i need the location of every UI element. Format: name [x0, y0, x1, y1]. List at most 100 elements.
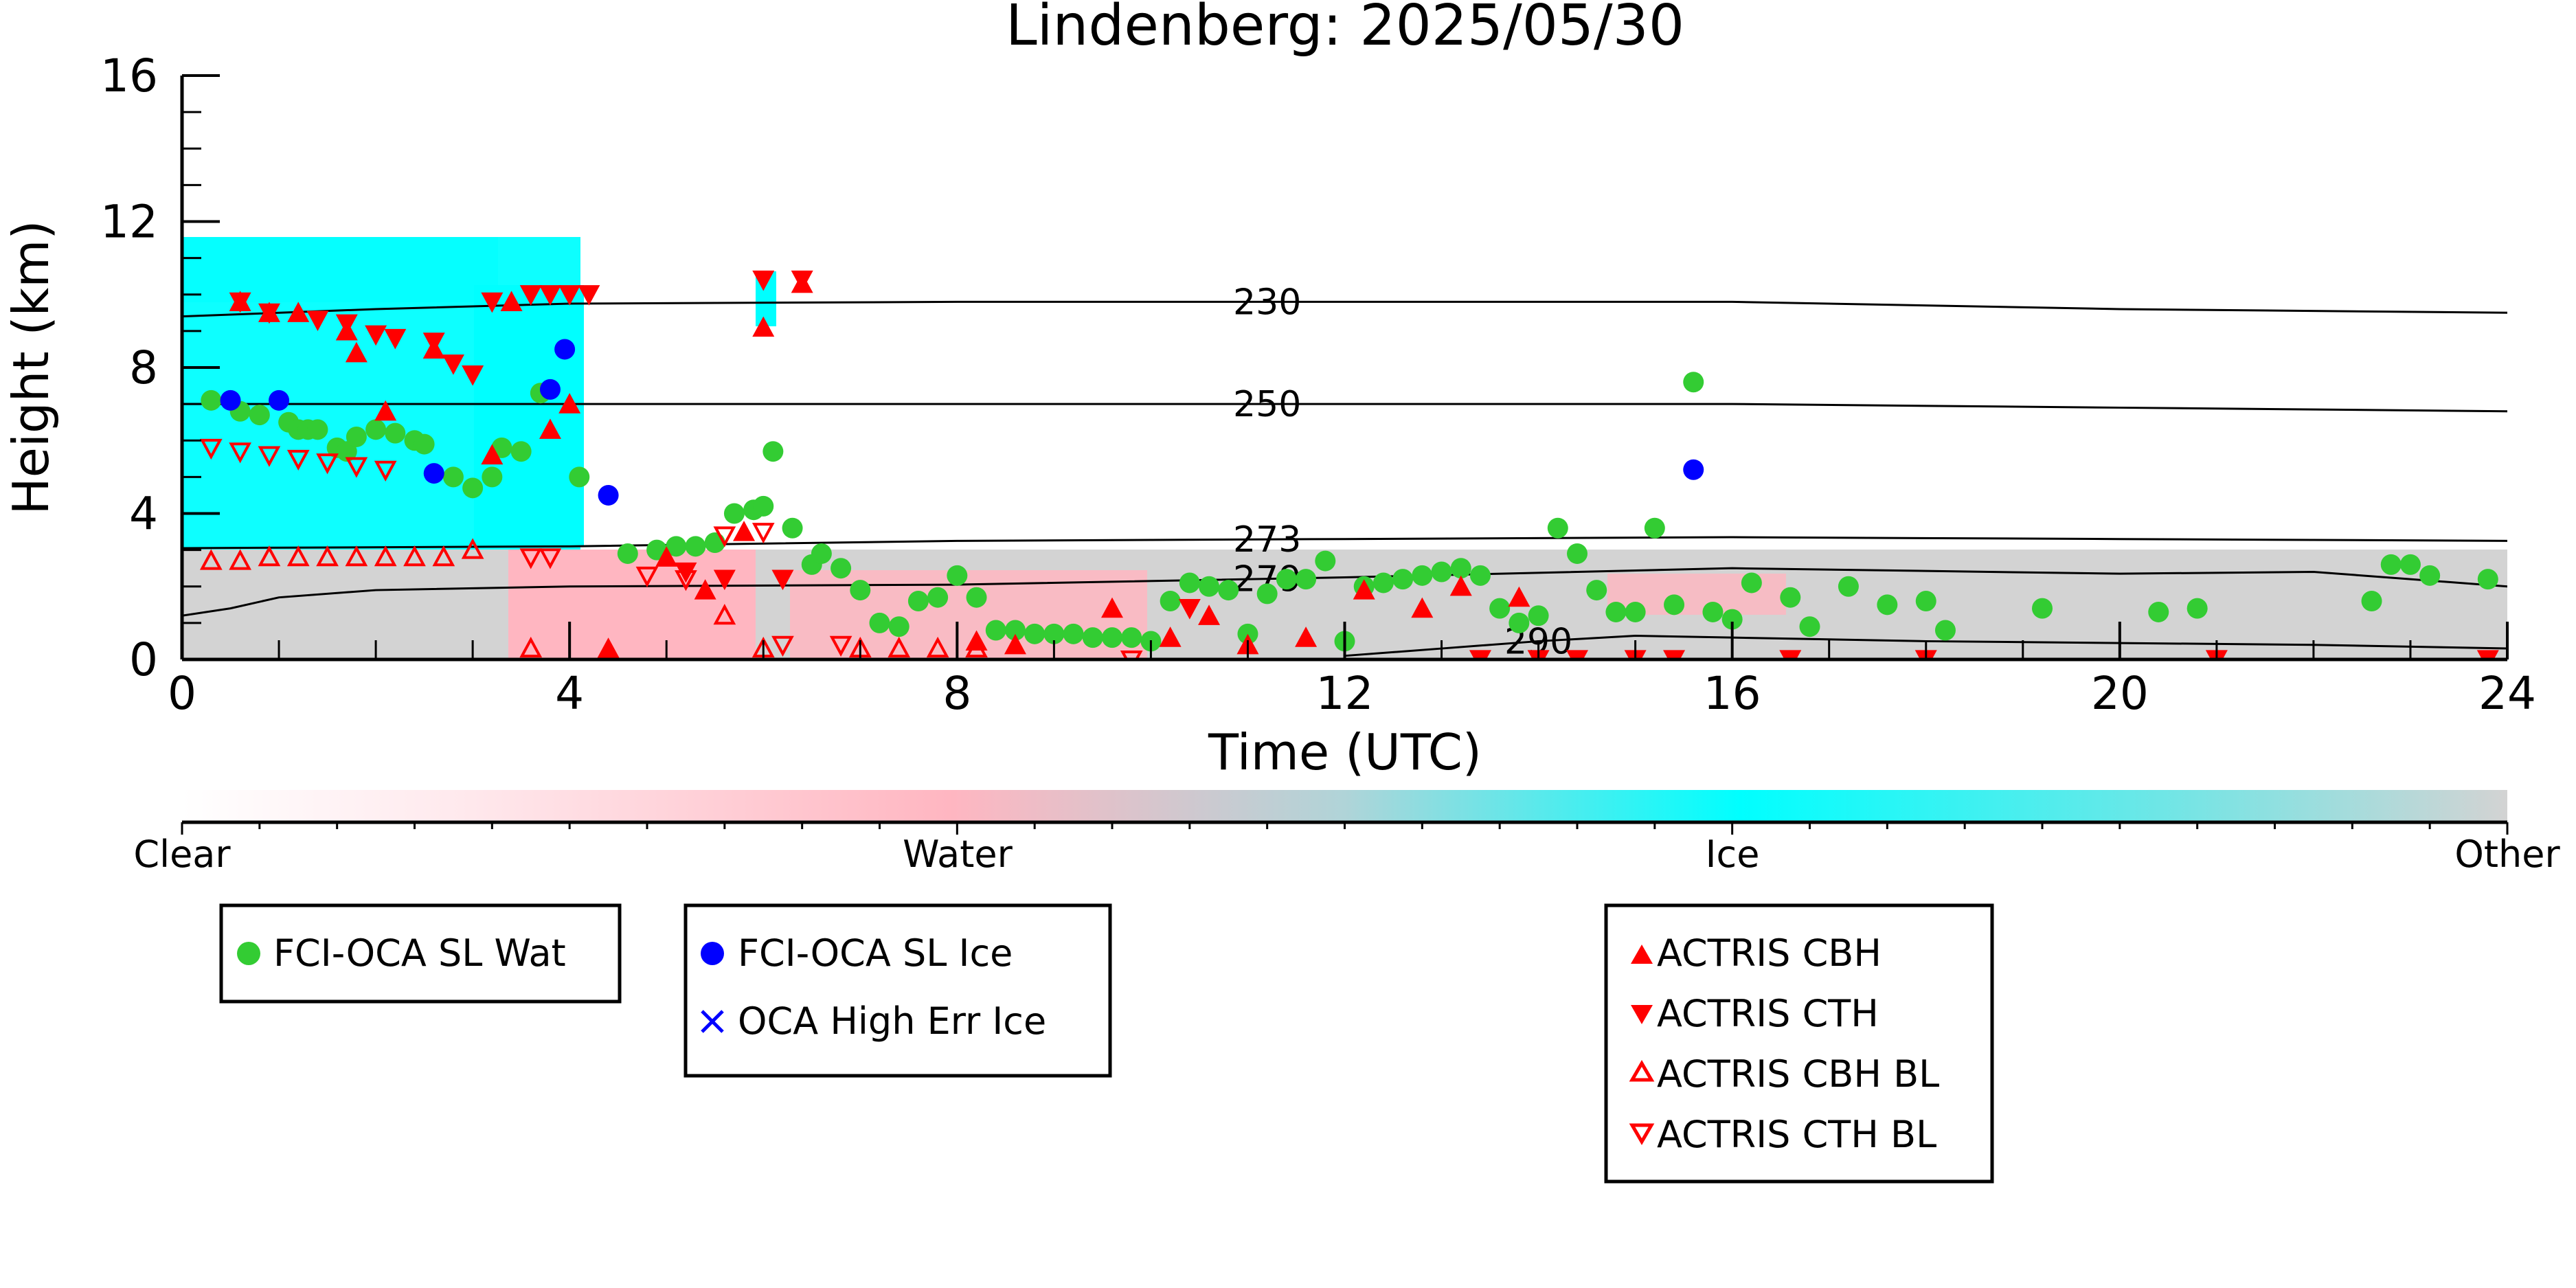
point-fci-oca-sl-wat: [1934, 620, 1956, 641]
point-actris-cbh: [1449, 575, 1472, 596]
point-actris-cth: [1779, 650, 1802, 659]
x-tick-label: 4: [555, 667, 584, 720]
point-fci-oca-sl-wat: [1199, 576, 1220, 597]
point-fci-oca-sl-wat: [201, 389, 222, 411]
point-actris-cbh: [733, 521, 756, 541]
point-actris-cth: [519, 285, 542, 306]
point-actris-cbh: [345, 341, 368, 363]
point-actris-cth-bl: [345, 457, 368, 478]
y-tick-label: 4: [129, 488, 158, 541]
point-fci-oca-sl-wat: [1780, 587, 1801, 608]
point-actris-cth: [713, 569, 736, 591]
x-tick-label: 12: [1316, 667, 1374, 720]
legend-label-cth-bl: ACTRIS CTH BL: [1657, 1113, 1936, 1156]
point-fci-oca-sl-wat: [365, 419, 387, 440]
point-fci-oca-sl-ice: [220, 389, 241, 411]
point-fci-oca-sl-ice: [269, 389, 290, 411]
point-actris-cth-bl: [286, 449, 310, 471]
point-actris-cth-bl: [771, 635, 794, 657]
point-actris-cbh: [1101, 597, 1123, 618]
point-fci-oca-sl-wat: [1644, 517, 1665, 539]
colorbar-ticks: [181, 822, 2509, 835]
y-tick-label: 8: [129, 341, 158, 394]
point-actris-cth: [1178, 599, 1201, 620]
point-actris-cth: [335, 314, 358, 335]
point-fci-oca-sl-wat: [2399, 554, 2421, 575]
legend-label-cth: ACTRIS CTH: [1657, 992, 1879, 1035]
point-fci-oca-sl-wat: [1877, 594, 1898, 615]
y-axis-label: Height (km): [2, 221, 60, 515]
contour-line-273: [182, 536, 2507, 550]
point-fci-oca-sl-wat: [1372, 572, 1394, 594]
point-actris-cth: [365, 325, 387, 346]
point-fci-oca-sl-wat: [1004, 620, 1026, 641]
point-fci-oca-sl-wat: [1256, 583, 1278, 605]
point-actris-cbh-bl: [713, 604, 736, 625]
point-actris-cth: [229, 292, 251, 313]
point-actris-cbh: [481, 444, 504, 465]
point-actris-cth: [462, 365, 484, 386]
point-fci-oca-sl-wat: [2380, 554, 2402, 575]
y-tick-label: 0: [129, 633, 158, 686]
point-actris-cbh: [1004, 633, 1026, 655]
point-fci-oca-sl-wat: [1082, 627, 1103, 648]
point-fci-oca-sl-wat: [1702, 601, 1724, 622]
legend-box-actris: ACTRIS CBH ACTRIS CTH ACTRIS CBH BL ACTR…: [1604, 903, 1994, 1184]
point-actris-cbh-bl: [345, 545, 368, 567]
point-actris-cth-bl: [635, 566, 659, 588]
legend-label-ice: FCI-OCA SL Ice: [738, 931, 1013, 975]
point-fci-oca-sl-wat: [869, 612, 890, 633]
point-actris-cbh: [500, 291, 523, 311]
x-tick-label: 24: [2478, 667, 2536, 720]
point-fci-oca-sl-wat: [2187, 598, 2208, 619]
point-actris-cbh-bl: [286, 545, 310, 567]
point-fci-oca-sl-wat: [385, 422, 406, 444]
point-actris-cth: [1566, 650, 1588, 659]
x-tick-label: 16: [1704, 667, 1761, 720]
point-fci-oca-sl-wat: [336, 441, 357, 462]
point-fci-oca-sl-wat: [1218, 580, 1239, 601]
point-fci-oca-sl-wat: [782, 517, 803, 539]
point-fci-oca-sl-wat: [482, 466, 503, 488]
point-fci-oca-sl-wat: [1528, 605, 1549, 626]
point-fci-oca-sl-wat: [2419, 565, 2441, 586]
point-actris-cbh-bl: [888, 636, 911, 658]
x-tick-label: 8: [942, 667, 971, 720]
point-fci-oca-sl-wat: [927, 587, 949, 608]
point-actris-cbh-bl: [519, 636, 543, 658]
point-fci-oca-sl-wat: [346, 426, 367, 447]
point-actris-cbh: [694, 579, 716, 600]
colorbar-label-ice: Ice: [1706, 833, 1760, 876]
point-fci-oca-sl-wat: [2032, 598, 2053, 619]
point-fci-oca-sl-wat: [1024, 623, 1046, 644]
point-fci-oca-sl-wat: [947, 565, 968, 586]
point-actris-cbh-bl: [316, 545, 339, 567]
point-fci-oca-sl-wat: [1296, 569, 1317, 590]
point-actris-cbh: [1198, 605, 1221, 625]
point-actris-cth: [539, 285, 561, 306]
point-fci-oca-sl-wat: [1915, 591, 1936, 611]
point-fci-oca-sl-wat: [1450, 558, 1471, 579]
point-fci-oca-sl-wat: [617, 543, 638, 564]
point-actris-cth-bl: [1120, 651, 1143, 659]
point-fci-oca-sl-wat: [1664, 594, 1685, 615]
colorbar-label-water: Water: [903, 833, 1013, 876]
point-fci-oca-sl-wat: [888, 616, 909, 637]
point-actris-cth-bl: [229, 442, 251, 464]
point-actris-cth-bl: [258, 446, 281, 467]
point-actris-cbh-bl: [461, 538, 484, 559]
point-fci-oca-sl-wat: [442, 466, 464, 488]
point-actris-cbh-bl: [258, 545, 281, 567]
bg-ice-tower: [474, 285, 584, 546]
point-actris-cbh-bl: [403, 545, 426, 567]
point-actris-cbh: [1295, 626, 1318, 647]
colorbar-label-other: Other: [2454, 833, 2560, 876]
point-actris-cth: [258, 303, 280, 324]
point-actris-cbh-bl: [926, 636, 949, 658]
point-fci-oca-sl-wat: [1547, 517, 1568, 539]
point-fci-oca-sl-wat: [753, 495, 774, 517]
legend-marker-cbh-bl: [1629, 1060, 1655, 1082]
point-fci-oca-sl-wat: [1043, 623, 1065, 644]
point-fci-oca-sl-wat: [1102, 627, 1122, 648]
contour-label-250: 250: [1233, 384, 1301, 425]
